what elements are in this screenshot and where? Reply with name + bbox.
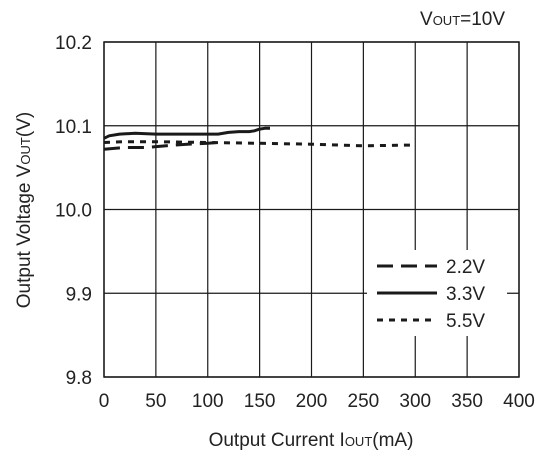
series-layer: [103, 126, 416, 151]
legend: 2.2V 3.3V 5.5V: [367, 250, 507, 336]
x-title-suffix: (mA): [372, 430, 413, 451]
y-tick-label: 10.0: [55, 201, 92, 222]
x-tick-label: 100: [192, 391, 224, 412]
y-tick-label: 9.9: [66, 284, 92, 305]
y-title-sub: OUT: [18, 137, 33, 165]
annotation-suffix: =10V: [460, 9, 505, 30]
y-title-suffix: (V): [14, 112, 35, 137]
x-tick-label: 400: [503, 391, 535, 412]
x-tick-label: 350: [451, 391, 483, 412]
y-title-prefix: Output Voltage V: [14, 164, 35, 308]
condition-annotation: VOUT=10V: [420, 9, 505, 30]
legend-label: 3.3V: [446, 284, 485, 305]
y-tick-label: 10.2: [55, 33, 92, 54]
y-axis-title: Output Voltage VOUT(V): [14, 112, 35, 308]
x-tick-label: 200: [296, 391, 328, 412]
x-tick-label: 0: [99, 391, 110, 412]
y-tick-labels: 9.8 9.9 10.0 10.1 10.2: [55, 33, 92, 389]
y-tick-label: 9.8: [66, 368, 92, 389]
series-line-2.2V: [103, 141, 219, 151]
plot-frame: [103, 41, 520, 378]
legend-label: 5.5V: [446, 311, 485, 332]
x-tick-label: 300: [399, 391, 431, 412]
x-tick-label: 150: [244, 391, 276, 412]
x-tick-label: 250: [348, 391, 380, 412]
x-title-prefix: Output Current I: [209, 430, 345, 451]
legend-label: 2.2V: [446, 257, 485, 278]
series-line-5.5V: [103, 140, 416, 148]
x-tick-label: 50: [145, 391, 166, 412]
annotation-prefix: V: [420, 9, 433, 30]
y-tick-label: 10.1: [55, 117, 92, 138]
x-tick-labels: 0 50 100 150 200 250 300 350 400: [99, 391, 535, 412]
series-line-3.3V: [103, 126, 270, 140]
x-axis-title: Output Current IOUT(mA): [209, 430, 414, 451]
x-title-sub: OUT: [345, 434, 373, 449]
annotation-sub: OUT: [433, 13, 461, 28]
